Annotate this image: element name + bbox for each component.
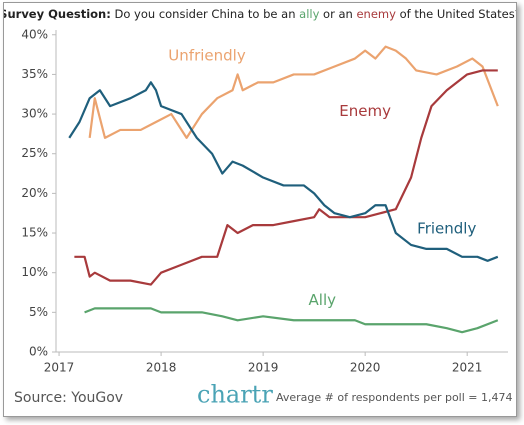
series-line — [68, 81, 499, 262]
y-tick-label: 10% — [21, 265, 48, 279]
title-part: Survey Question: — [4, 7, 111, 21]
source: Source: YouGov — [14, 390, 123, 406]
y-tick-label: 30% — [21, 107, 48, 121]
x-tick-label: 2020 — [350, 361, 381, 375]
x-tick-label: 2019 — [248, 361, 279, 375]
x-tick-label: 2021 — [452, 361, 483, 375]
frame: Survey Question: Do you consider China t… — [0, 2, 521, 417]
title-part: of the United States? — [400, 7, 516, 21]
title-part: ally — [299, 7, 319, 21]
chart: Survey Question: Do you consider China t… — [0, 7, 521, 409]
y-tick-label: 5% — [29, 305, 48, 319]
title-part: enemy — [356, 7, 396, 21]
chart-title: Survey Question: Do you consider China t… — [4, 7, 516, 21]
y-tick-label: 25% — [21, 146, 48, 160]
series-line — [88, 45, 499, 139]
y-tick-label: 20% — [21, 186, 48, 200]
series-label: Unfriendly — [168, 47, 246, 65]
series-label: Friendly — [417, 220, 476, 238]
series-label: Enemy — [339, 102, 391, 120]
brand: chartr — [197, 381, 273, 409]
note: Average # of respondents per poll = 1,47… — [276, 391, 513, 404]
series-label: Ally — [309, 291, 337, 309]
series-line — [84, 307, 499, 334]
y-tick-label: 0% — [29, 345, 48, 359]
y-tick-label: 15% — [21, 226, 48, 240]
title-part: Do you consider China to be an — [114, 7, 295, 21]
y-tick-label: 40% — [21, 27, 48, 41]
x-tick-label: 2017 — [44, 361, 75, 375]
y-tick-label: 35% — [21, 67, 48, 81]
x-tick-label: 2018 — [146, 361, 177, 375]
series-line — [74, 69, 498, 286]
title-part: or an — [323, 7, 353, 21]
